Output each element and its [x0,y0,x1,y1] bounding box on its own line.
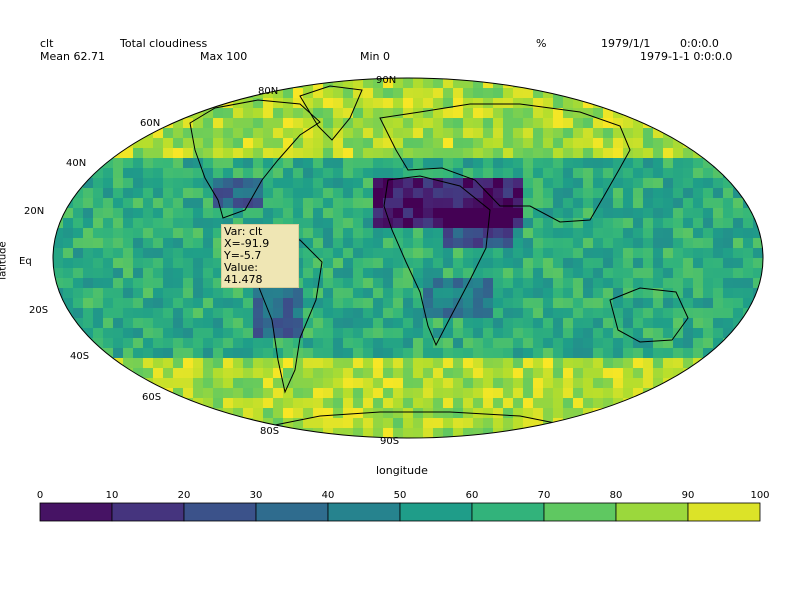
colorbar-segment [615,502,689,522]
max-label: Max 100 [200,50,248,63]
lat-label-60s: 60S [142,392,162,403]
colorbar-segment [471,502,545,522]
lat-label-80s: 80S [260,426,280,437]
lat-label-40n: 40N [66,158,87,169]
lat-label-90s: 90S [380,436,400,447]
colorbar-tick-label: 40 [321,490,335,501]
colorbar-tick-label: 60 [465,490,479,501]
lat-label-20s: 20S [29,305,49,316]
colorbar-segment [399,502,473,522]
lat-label-60n: 60N [140,118,161,129]
min-label: Min 0 [360,50,391,63]
colorbar-segment [327,502,401,522]
value-tooltip: Var: clt X=-91.9 Y=-5.7 Value: 41.478 [221,224,299,288]
colorbar-tick-label: 80 [609,490,623,501]
colorbar-tick-label: 0 [36,490,44,501]
coastlines [189,85,689,429]
time-label: 0:0:0.0 [680,37,719,50]
tooltip-value: Value: 41.478 [224,261,263,286]
tooltip-var: Var: clt [224,225,263,238]
colorbar-tick-label: 100 [750,490,770,501]
colorbar-segment [39,502,113,522]
colorbar-tick-label: 50 [393,490,407,501]
colorbar-tick-label: 70 [537,490,551,501]
colorbar-tick-label: 90 [681,490,695,501]
variable-name: clt [40,37,54,50]
lat-label-40s: 40S [70,351,90,362]
map-border [52,77,764,439]
tooltip-y: Y=-5.7 [224,249,262,262]
colorbar-tick-label: 20 [177,490,191,501]
lat-label-90n: 90N [376,75,397,86]
colorbar-tick-label: 10 [105,490,119,501]
tooltip-x: X=-91.9 [224,237,270,250]
variable-long-name: Total cloudiness [120,37,208,50]
x-axis-label: longitude [376,464,428,477]
colorbar-segment [255,502,329,522]
mean-label: Mean 62.71 [40,50,105,63]
colorbar-segment [111,502,185,522]
units-label: % [536,37,547,50]
colorbar-tick-label: 30 [249,490,263,501]
colorbar-segment [183,502,257,522]
colorbar-segment [687,502,761,522]
lat-label-20n: 20N [24,206,45,217]
date-label: 1979/1/1 [601,37,651,50]
lat-label-eq: Eq [19,256,32,267]
colorbar-segment [543,502,617,522]
datetime-label: 1979-1-1 0:0:0.0 [640,50,733,63]
lat-label-80n: 80N [258,86,279,97]
